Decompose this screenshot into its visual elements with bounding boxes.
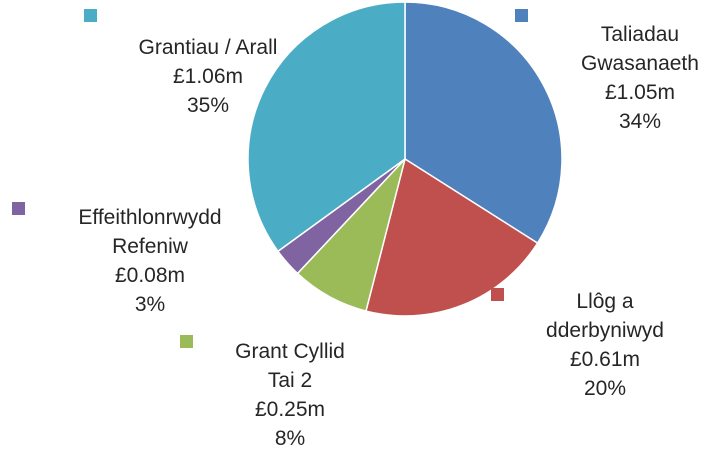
legend-swatch-grant-cyllid (180, 335, 193, 348)
legend-swatch-llog (491, 288, 504, 301)
label-llog-percent: 20% (583, 377, 627, 400)
label-effeithlonrwydd-name-line2: Refeniw (112, 235, 188, 258)
label-effeithlonrwydd-percent: 3% (134, 293, 166, 316)
label-grant-cyllid-name-line1: Grant Cyllid (235, 340, 345, 363)
label-effeithlonrwydd-name-line1: Effeithlonrwydd (78, 206, 222, 229)
label-llog-amount: £0.61m (569, 348, 641, 371)
legend-swatch-grantiau (84, 9, 97, 22)
label-taliadau: Taliadau Gwasanaeth £1.05m 34% (555, 20, 718, 136)
label-grantiau-amount: £1.06m (172, 65, 244, 88)
label-grantiau-name-line1: Grantiau / Arall (138, 36, 278, 59)
label-taliadau-percent: 34% (618, 110, 662, 133)
label-taliadau-amount: £1.05m (604, 81, 676, 104)
label-taliadau-name-line2: Gwasanaeth (581, 52, 699, 75)
label-effeithlonrwydd-amount: £0.08m (114, 264, 186, 287)
pie-slice-taliadau (404, 1, 563, 245)
label-grant-cyllid-amount: £0.25m (254, 398, 326, 421)
label-llog: Llôg a dderbyniwyd £0.61m 20% (525, 287, 685, 403)
label-grantiau-percent: 35% (186, 94, 230, 117)
pie-slice-grantiau (247, 1, 406, 253)
label-grant-cyllid-name-line2: Tai 2 (267, 369, 313, 392)
legend-swatch-effeithlonrwydd (12, 202, 25, 215)
label-grantiau: Grantiau / Arall £1.06m 35% (108, 33, 308, 120)
label-llog-name-line1: Llôg a (576, 290, 634, 313)
label-taliadau-name-line1: Taliadau (600, 23, 680, 46)
label-llog-name-line2: dderbyniwyd (546, 319, 664, 342)
label-grant-cyllid-percent: 8% (274, 427, 306, 450)
pie-slice-llog (365, 157, 539, 317)
label-effeithlonrwydd: Effeithlonrwydd Refeniw £0.08m 3% (50, 203, 250, 319)
legend-swatch-taliadau (515, 9, 528, 22)
label-grant-cyllid: Grant Cyllid Tai 2 £0.25m 8% (210, 337, 370, 453)
